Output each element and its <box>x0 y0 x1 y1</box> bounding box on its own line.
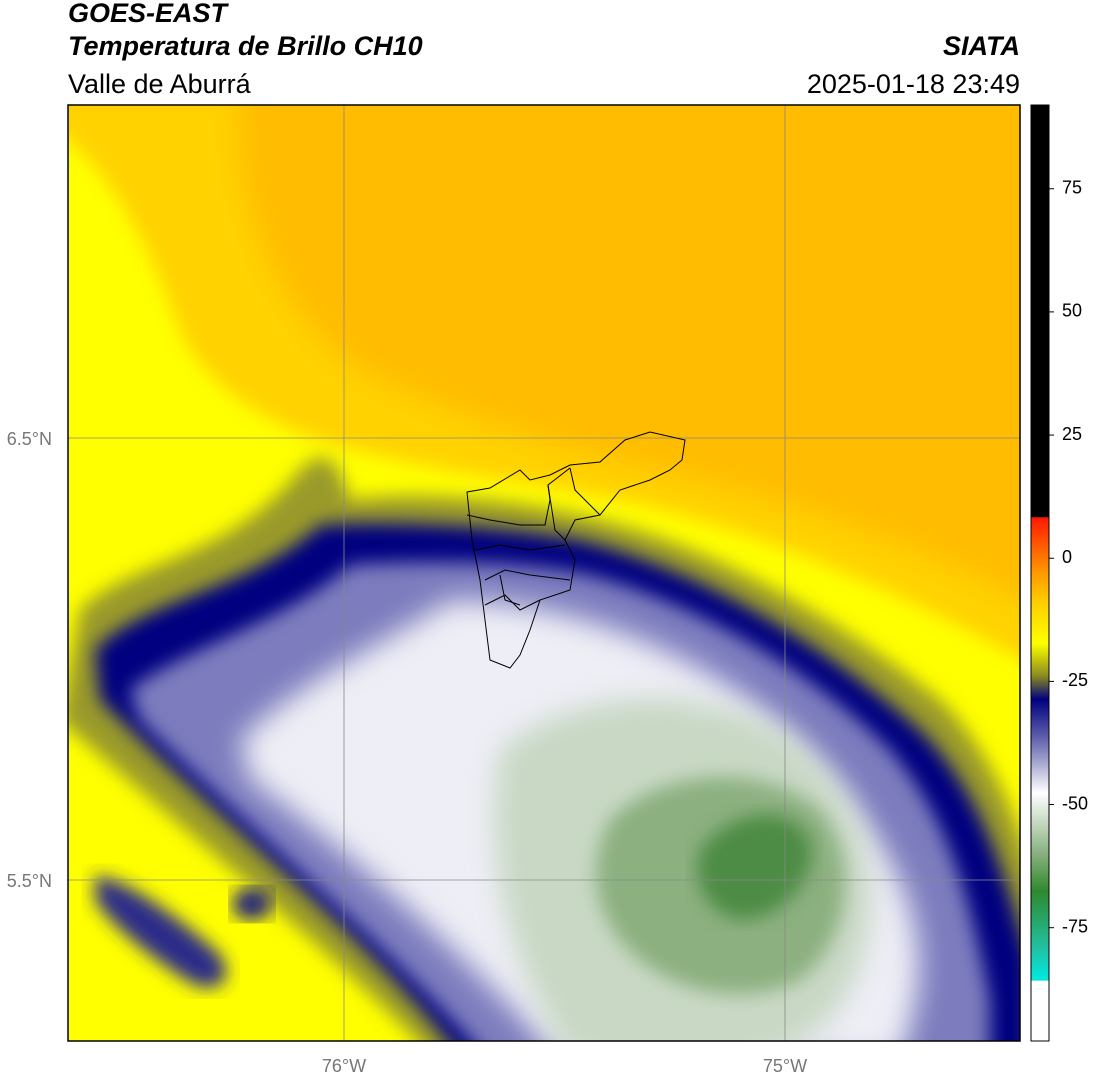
small-cloud <box>95 875 227 988</box>
region-title: Valle de Aburrá <box>68 69 252 99</box>
lon-label: 76°W <box>322 1056 366 1076</box>
colorbar-tick-label: 25 <box>1062 424 1082 444</box>
colorbar-tick-label: 0 <box>1062 547 1072 567</box>
colorbar-tick-label: -50 <box>1062 793 1088 813</box>
colorbar-tick-label: 75 <box>1062 177 1082 197</box>
lat-label: 6.5°N <box>7 429 52 449</box>
satellite-title: GOES-EAST <box>68 0 230 28</box>
map-frame <box>67 104 1021 1042</box>
colorbar-tick-label: 50 <box>1062 301 1082 321</box>
product-title: Temperatura de Brillo CH10 <box>68 31 423 61</box>
map <box>68 105 1020 1041</box>
lon-label: 75°W <box>763 1056 807 1076</box>
cold-green-dark <box>697 814 812 920</box>
small-cloud <box>232 888 272 920</box>
colorbar-tick-label: -75 <box>1062 916 1088 936</box>
colorbar-tick-label: -25 <box>1062 670 1088 690</box>
colorbar <box>1030 104 1050 1042</box>
municipal-boundaries <box>466 431 686 669</box>
datetime: 2025-01-18 23:49 <box>807 69 1020 99</box>
lat-label: 5.5°N <box>7 871 52 891</box>
graticule <box>68 105 1020 1041</box>
institution: SIATA <box>943 31 1020 61</box>
